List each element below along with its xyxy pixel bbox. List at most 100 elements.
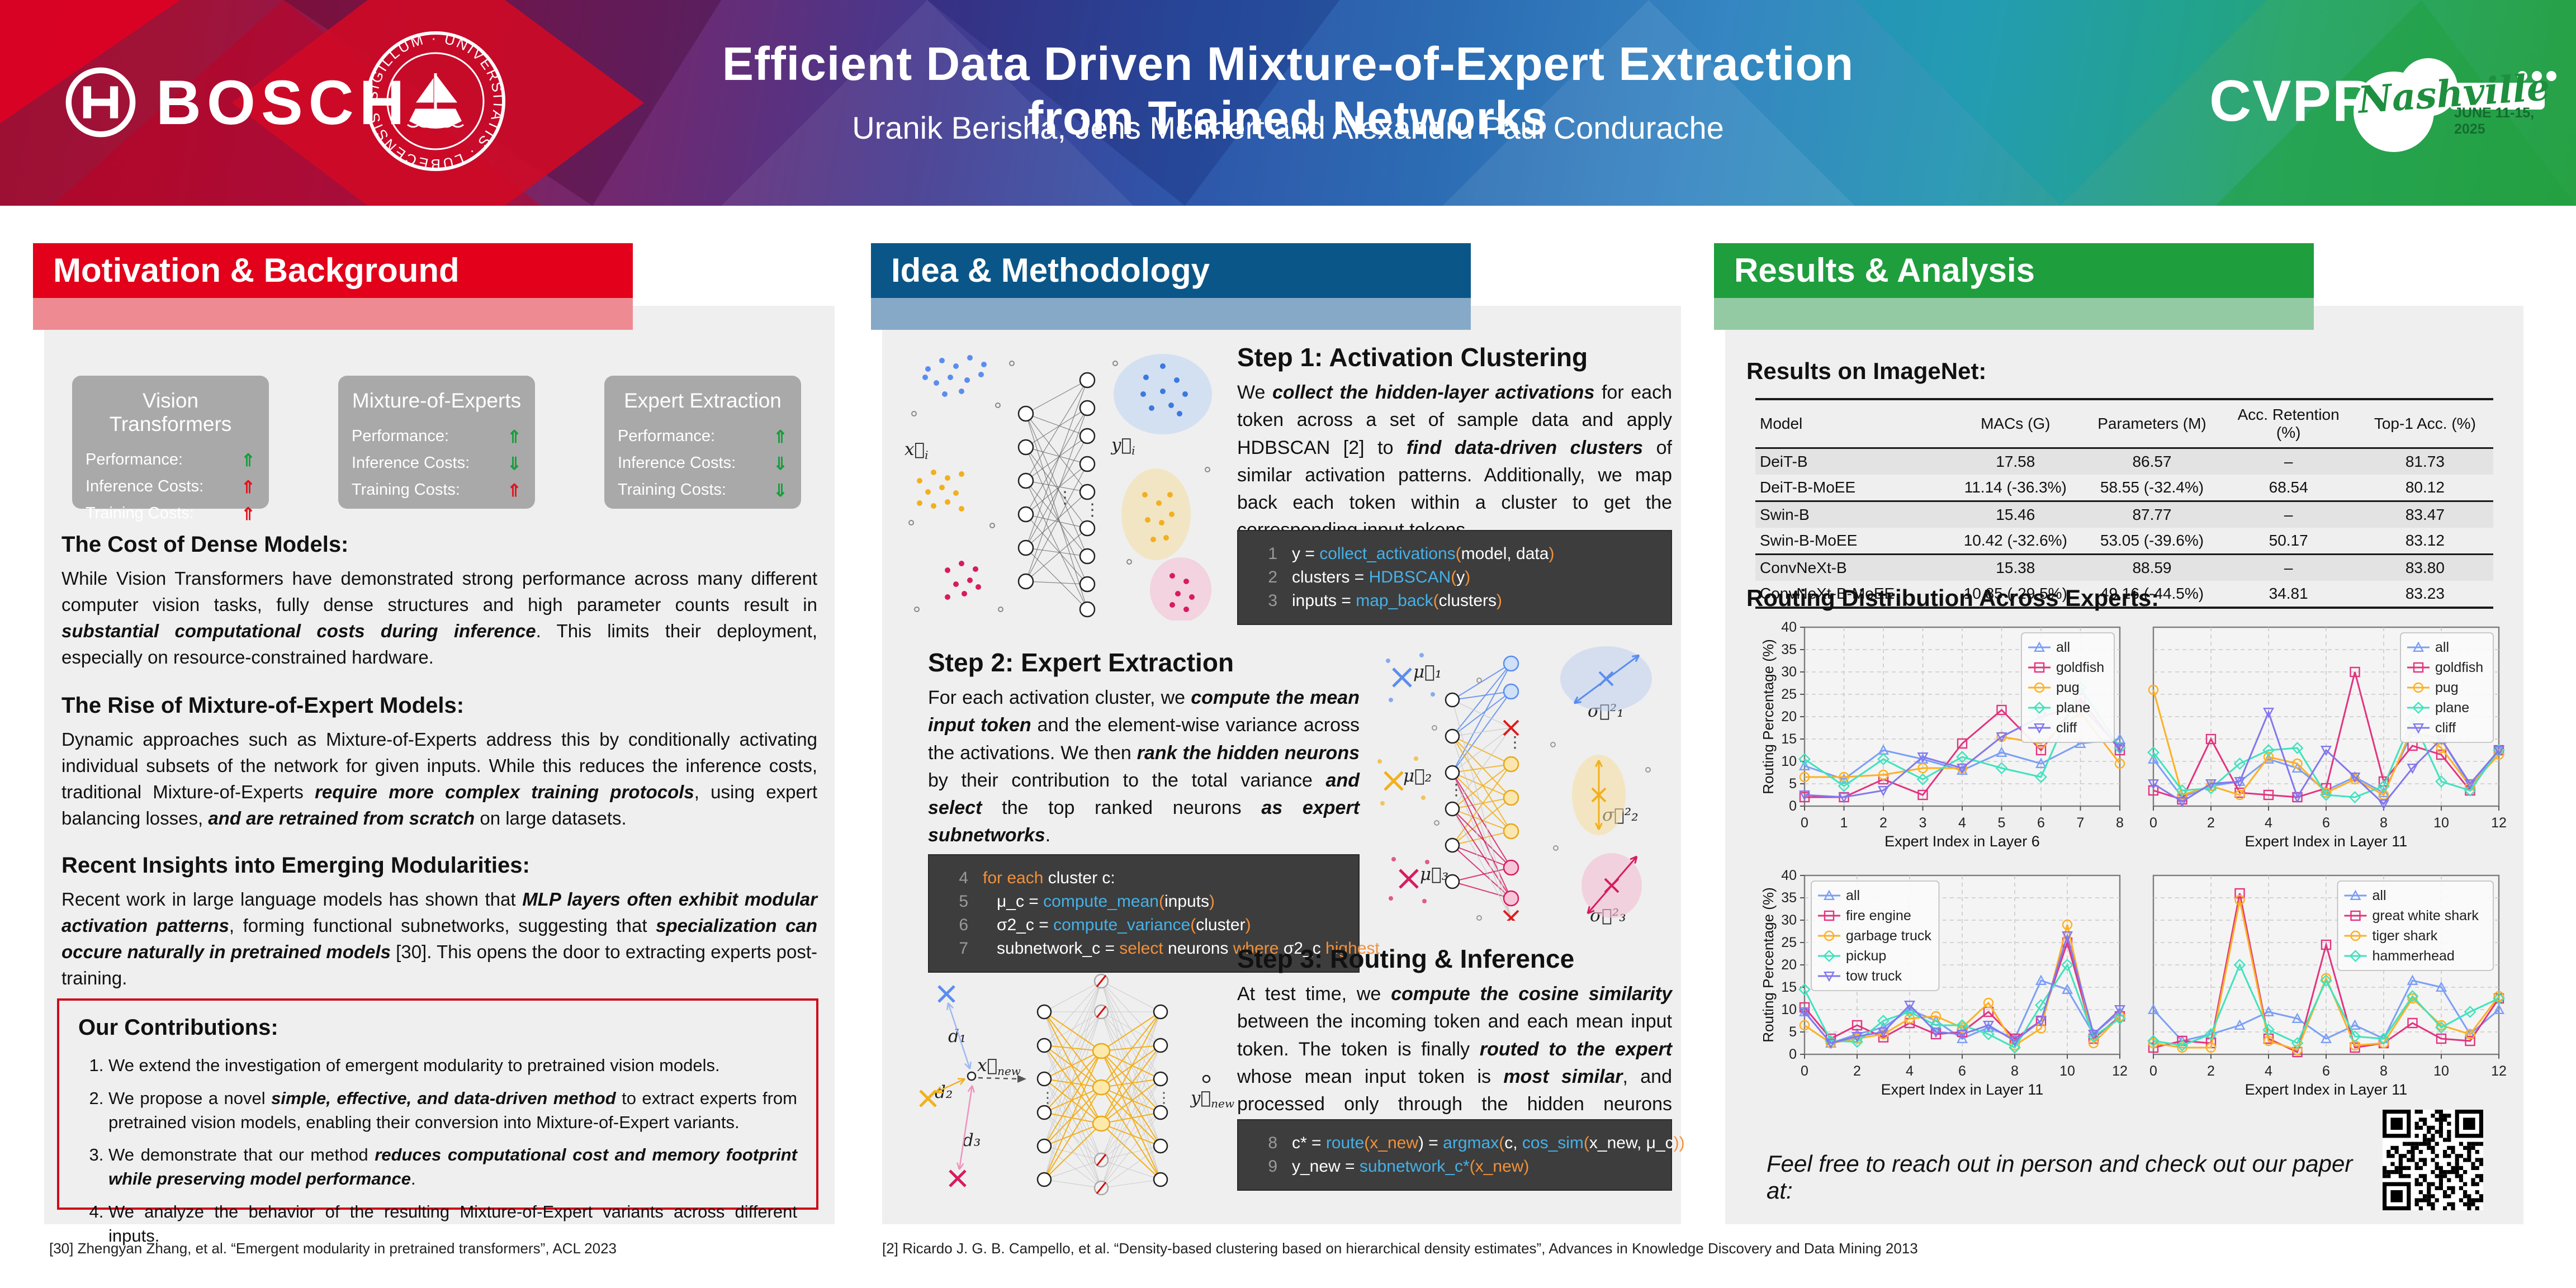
svg-text:20: 20: [1781, 709, 1797, 724]
code-line: 7 subnetwork_c = select neurons where σ2…: [959, 939, 1380, 958]
table-cell: –: [2220, 500, 2357, 528]
table-cell: 80.12: [2405, 479, 2445, 496]
routing-chart-layer6: 0 5 10 15 20 25 30 35 40 0 1 2 3 4 5 6 7 8 Expert Index in…: [1760, 619, 2129, 854]
table-cell: 68.54: [2269, 479, 2308, 496]
table-row: ConvNeXt-B-MoEE 10.85 (-29.5%) 49.16 (-44.…: [1755, 581, 2493, 608]
card-row: Inference Costs: ⇓: [352, 454, 522, 474]
line-chart: 0 2 4 6 8 10 12 Expert Index in Layer 11 all gold…: [2147, 626, 2507, 850]
table-cell: 83.12: [2405, 532, 2445, 549]
table-cell: 58.55 (-32.4%): [2100, 479, 2204, 496]
banner: BOSCH SIGILLUM · UNIVERSITATIS · LUBECEN…: [0, 0, 2576, 206]
card-row-label: Inference Costs:: [618, 454, 736, 472]
x-axis-label: Expert Index in Layer 6: [1884, 833, 2040, 850]
svg-text:6: 6: [2322, 1063, 2330, 1079]
section-title-methodology: Idea & Methodology: [871, 243, 1471, 298]
arrow-up-icon: ⇑: [773, 427, 788, 447]
svg-text:5: 5: [1998, 815, 2006, 831]
svg-text:8: 8: [2116, 815, 2124, 831]
card-row-label: Inference Costs:: [86, 477, 204, 495]
card-row: Inference Costs: ⇓: [618, 454, 788, 474]
card-row: Performance: ⇑: [86, 451, 255, 471]
svg-text:25: 25: [1781, 686, 1797, 702]
card-title: Expert Extraction: [624, 389, 782, 412]
contributions-list: We extend the investigation of emergent …: [78, 1054, 797, 1248]
card-title: Vision Transformers: [109, 389, 232, 435]
step1-paragraph: We collect the hidden-layer activations …: [1237, 382, 1672, 541]
card-row: Performance: ⇑: [352, 427, 522, 447]
routing-chart-layer11-trucks: 0 5 10 15 20 25 30 35 40 0 2 4 6 8 10 12 Expert Index in…: [1760, 868, 2129, 1102]
svg-text:12: 12: [2491, 815, 2507, 831]
svg-text:0: 0: [1801, 1063, 1808, 1079]
card-row: Training Costs: ⇑: [86, 504, 255, 524]
table-column-header: MACs (G): [1947, 399, 2084, 449]
code-line: 2 clusters = HDBSCAN(y): [1268, 568, 1471, 586]
step2-heading: Step 2: Expert Extraction: [928, 648, 1234, 677]
footnote-motivation: [30] Zhengyan Zhang, et al. “Emergent mo…: [49, 1240, 617, 1257]
legend-label: garbage truck: [1846, 928, 1931, 944]
svg-text:12: 12: [2491, 1063, 2507, 1079]
para-modularities: Recent work in large language models has…: [61, 889, 818, 988]
code-line: 3 inputs = map_back(clusters): [1268, 591, 1503, 610]
table-cell: 87.77: [2083, 500, 2220, 528]
chart-legend: all great white shark tiger shark hammerhea…: [2337, 880, 2494, 971]
y-axis-label: Routing Percentage (%): [1760, 639, 1777, 794]
table-cell: –: [2220, 447, 2357, 475]
section-title-results: Results & Analysis: [1714, 243, 2314, 298]
heading-moe-rise: The Rise of Mixture-of-Expert Models:: [61, 693, 465, 718]
svg-text:35: 35: [1781, 890, 1797, 906]
table-cell: 15.46: [1947, 500, 2084, 528]
table-row: DeiT-B 17.58 86.57–81.73: [1755, 447, 2493, 475]
routing-chart-layer11-sharks: 0 2 4 6 8 10 12 Expert Index in Layer 11 all grea…: [2139, 868, 2508, 1102]
legend-label: pickup: [1846, 948, 1886, 964]
line-chart: 0 2 4 6 8 10 12 Expert Index in Layer 11 all grea…: [2147, 874, 2507, 1098]
svg-text:0: 0: [2149, 1063, 2157, 1079]
table-cell: 50.17: [2269, 532, 2308, 549]
table-cell: DeiT-B-MoEE: [1760, 479, 1856, 496]
svg-text:8: 8: [2380, 1063, 2388, 1079]
step2-paragraph: For each activation cluster, we compute …: [928, 687, 1360, 846]
table-column-header: Acc. Retention (%): [2220, 399, 2357, 449]
svg-text:12: 12: [2112, 1063, 2128, 1079]
table-cell: 83.23: [2405, 585, 2445, 602]
svg-text:30: 30: [1781, 912, 1797, 928]
svg-text:40: 40: [1781, 868, 1797, 883]
table-cell: 10.42 (-32.6%): [1963, 532, 2067, 549]
svg-text:10: 10: [2059, 1063, 2075, 1079]
contribution-item: We demonstrate that our method reduces c…: [108, 1143, 797, 1191]
table-cell: 83.80: [2356, 553, 2493, 581]
legend-label: all: [2435, 640, 2449, 655]
contribution-item: We propose a novel simple, effective, an…: [108, 1087, 797, 1135]
svg-text:⋮: ⋮: [1448, 781, 1464, 798]
arrow-down-icon: ⇓: [773, 454, 788, 473]
svg-text:1: 1: [1840, 815, 1848, 831]
table-cell: DeiT-B: [1755, 447, 1948, 475]
card-title: Mixture-of-Experts: [352, 389, 522, 412]
legend-label: all: [2056, 640, 2070, 655]
svg-text:2: 2: [1853, 1063, 1861, 1079]
table-row: Swin-B-MoEE 10.42 (-32.6%) 53.05 (-39.6%) 5…: [1755, 528, 2493, 555]
figure-activation-clustering: x⃗i y⃗i ⋮ ⋮: [894, 330, 1235, 621]
svg-text:6: 6: [2037, 815, 2045, 831]
code-block-routing: 8 c* = route(x_new) = argmax(c, cos_sim(x…: [1237, 1119, 1685, 1191]
card-row: Training Costs: ⇓: [618, 481, 788, 501]
card-row: Training Costs: ⇑: [352, 481, 522, 501]
svg-text:3: 3: [1919, 815, 1927, 831]
motivation-tint: [33, 298, 633, 330]
section-title-motivation: Motivation & Background: [33, 243, 633, 298]
y-axis-label: Routing Percentage (%): [1760, 887, 1777, 1042]
chart-legend: all goldfish pug plane cliff: [2400, 632, 2494, 743]
poster-title: Efficient Data Driven Mixture-of-Expert …: [722, 37, 1854, 144]
table-row: DeiT-B-MoEE 11.14 (-36.3%) 58.55 (-32.4%) 6…: [1755, 475, 2493, 501]
arrow-up-icon: ⇑: [241, 504, 255, 524]
results-table-heading: Results on ImageNet:: [1746, 358, 1987, 384]
poster-authors: Uranik Berisha, Jens Mehnert and Alexand…: [852, 110, 1724, 145]
code-block-extraction: 4 for each cluster c: 5 μ_c = compute_mean…: [928, 854, 1380, 973]
table-cell: 34.81: [2269, 585, 2308, 602]
guitar-icon: [2354, 58, 2556, 152]
svg-text:35: 35: [1781, 642, 1797, 657]
svg-text:10: 10: [2433, 815, 2449, 831]
svg-text:8: 8: [2011, 1063, 2019, 1079]
contributions-heading: Our Contributions:: [78, 1015, 278, 1040]
